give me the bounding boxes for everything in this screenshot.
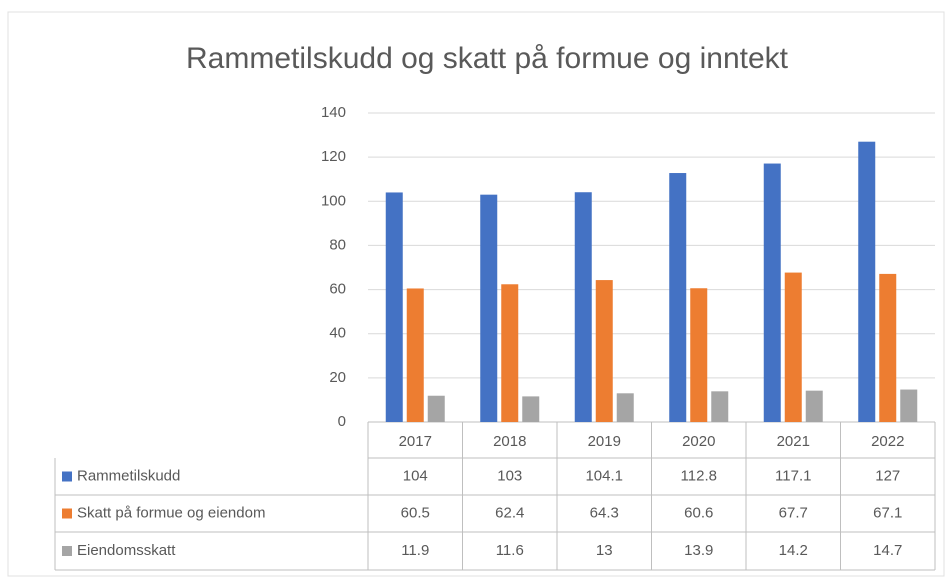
table-value: 11.6 bbox=[496, 542, 524, 559]
x-tick-label: 2018 bbox=[493, 433, 526, 450]
bar bbox=[763, 163, 781, 422]
table-value: 104 bbox=[403, 467, 428, 484]
chart-frame bbox=[7, 11, 945, 577]
table-value: 14.2 bbox=[779, 542, 808, 559]
bar bbox=[879, 273, 897, 422]
bar bbox=[690, 288, 708, 422]
legend-label: Eiendomsskatt bbox=[77, 542, 176, 559]
y-tick-label: 120 bbox=[321, 148, 346, 165]
y-tick-label: 100 bbox=[321, 192, 346, 209]
table-value: 13 bbox=[596, 542, 613, 559]
table-value: 67.1 bbox=[873, 504, 902, 521]
bar bbox=[858, 141, 876, 422]
table-value: 64.3 bbox=[590, 504, 619, 521]
bar bbox=[616, 393, 634, 422]
bar bbox=[595, 280, 613, 422]
table-value: 103 bbox=[497, 467, 522, 484]
x-tick-label: 2019 bbox=[588, 433, 621, 450]
bar bbox=[574, 192, 592, 422]
y-tick-label: 20 bbox=[329, 369, 346, 386]
legend-swatch bbox=[62, 471, 72, 482]
table-value: 62.4 bbox=[495, 504, 524, 521]
table-value: 112.8 bbox=[681, 467, 717, 484]
table-value: 60.5 bbox=[401, 504, 430, 521]
bar bbox=[427, 395, 445, 422]
x-tick-label: 2021 bbox=[777, 433, 810, 450]
bar bbox=[480, 194, 498, 422]
table-value: 117.1 bbox=[775, 467, 811, 484]
table-value: 14.7 bbox=[873, 542, 902, 559]
bar bbox=[501, 284, 519, 422]
legend-swatch bbox=[62, 546, 72, 556]
y-tick-label: 40 bbox=[329, 325, 346, 342]
bar bbox=[406, 288, 424, 422]
x-tick-label: 2017 bbox=[399, 433, 432, 450]
bar bbox=[385, 192, 403, 422]
bar bbox=[669, 173, 687, 422]
table-value: 104.1 bbox=[585, 467, 623, 484]
legend-label: Skatt på formue og eiendom bbox=[77, 504, 265, 521]
x-tick-label: 2020 bbox=[682, 433, 715, 450]
y-tick-label: 0 bbox=[338, 413, 346, 430]
table-value: 13.9 bbox=[684, 542, 713, 559]
table-value: 67.7 bbox=[779, 504, 808, 521]
table-value: 127 bbox=[875, 467, 900, 484]
y-tick-label: 60 bbox=[329, 281, 346, 298]
legend-label: Rammetilskudd bbox=[77, 467, 180, 484]
legend-swatch bbox=[62, 508, 72, 519]
bar bbox=[784, 272, 802, 422]
y-tick-label: 140 bbox=[321, 104, 346, 121]
bar bbox=[711, 391, 729, 422]
bar bbox=[805, 390, 823, 422]
table-value: 11.9 bbox=[401, 542, 429, 559]
bar bbox=[900, 389, 918, 422]
x-tick-label: 2022 bbox=[871, 433, 904, 450]
chart-title: Rammetilskudd og skatt på formue og innt… bbox=[186, 42, 789, 75]
y-tick-label: 80 bbox=[329, 236, 346, 253]
bar bbox=[522, 396, 540, 422]
table-value: 60.6 bbox=[684, 504, 713, 521]
